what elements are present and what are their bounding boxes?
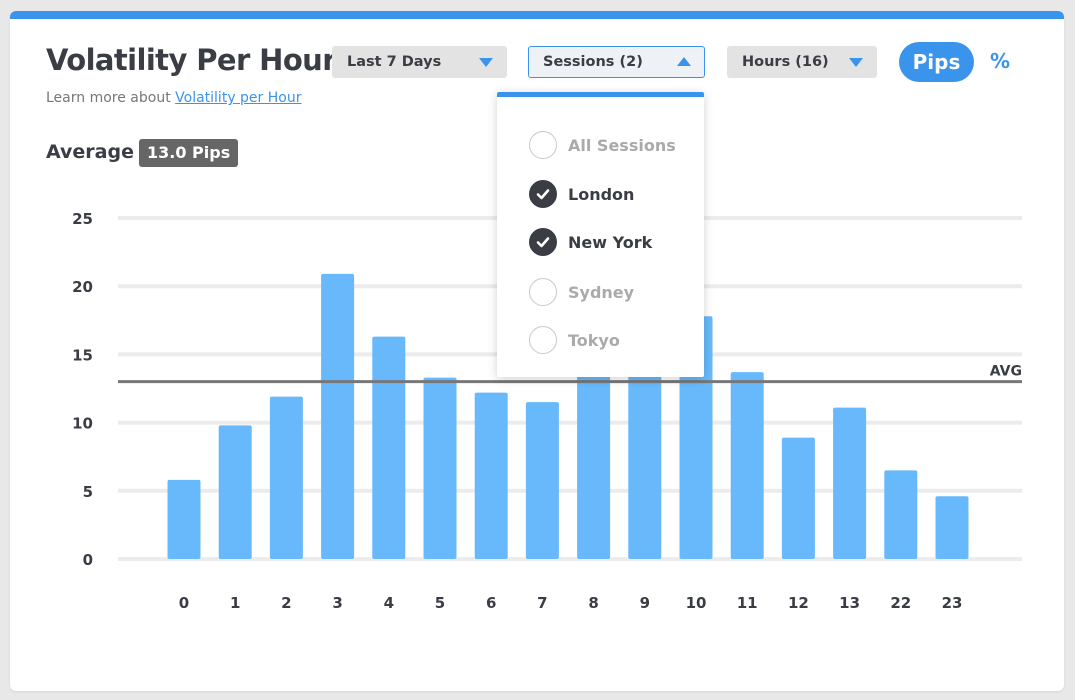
- x-tick-label: 9: [640, 594, 650, 612]
- bar-hour-12[interactable]: [781, 437, 815, 559]
- bar-hour-6[interactable]: [474, 392, 508, 559]
- sessions-menu: All Sessions London New York Sydney Tokyo: [497, 92, 704, 377]
- sessions-dropdown[interactable]: Sessions (2): [528, 46, 705, 78]
- x-tick-label: 2: [281, 594, 291, 612]
- y-tick-label: 10: [72, 415, 93, 433]
- session-option-sydney[interactable]: Sydney: [529, 277, 634, 307]
- radio-empty-icon: [529, 326, 557, 354]
- volatility-card: Volatility Per Hour Learn more about Vol…: [10, 11, 1064, 691]
- hours-dropdown-label: Hours (16): [742, 54, 829, 70]
- average-line-label: AVG: [990, 364, 1022, 380]
- bar-hour-5[interactable]: [423, 377, 457, 559]
- unit-pips-button[interactable]: Pips: [899, 42, 974, 82]
- bar-hour-2[interactable]: [269, 396, 303, 559]
- y-tick-label: 0: [83, 551, 93, 569]
- session-option-tokyo[interactable]: Tokyo: [529, 325, 620, 355]
- x-tick-label: 0: [179, 594, 189, 612]
- bar-hour-8[interactable]: [577, 374, 611, 559]
- chart-bars: [167, 273, 969, 559]
- x-tick-label: 1: [230, 594, 240, 612]
- y-tick-label: 25: [72, 210, 93, 228]
- checkmark-icon: [529, 228, 557, 256]
- radio-empty-icon: [529, 131, 557, 159]
- bar-hour-22[interactable]: [884, 470, 918, 559]
- bar-hour-11[interactable]: [730, 372, 764, 559]
- y-tick-label: 20: [72, 278, 93, 296]
- subtitle: Learn more about Volatility per Hour: [46, 90, 301, 106]
- session-option-label: London: [568, 184, 635, 204]
- period-dropdown[interactable]: Last 7 Days: [332, 46, 507, 78]
- bar-hour-3[interactable]: [321, 273, 355, 559]
- session-option-new-york[interactable]: New York: [529, 227, 652, 257]
- learn-more-link[interactable]: Volatility per Hour: [175, 90, 302, 106]
- x-tick-label: 7: [537, 594, 547, 612]
- x-tick-label: 10: [686, 594, 707, 612]
- x-tick-label: 3: [332, 594, 342, 612]
- chevron-up-icon: [677, 57, 691, 66]
- checkmark-icon: [529, 180, 557, 208]
- x-tick-label: 8: [588, 594, 598, 612]
- session-option-london[interactable]: London: [529, 179, 634, 209]
- session-option-label: New York: [568, 232, 653, 252]
- session-option-label: Sydney: [568, 282, 635, 302]
- x-tick-label: 13: [839, 594, 860, 612]
- x-tick-label: 5: [435, 594, 445, 612]
- x-tick-label: 11: [737, 594, 758, 612]
- bar-hour-7[interactable]: [525, 402, 559, 559]
- chevron-down-icon: [479, 58, 493, 67]
- average-label: Average: [46, 141, 134, 163]
- x-tick-label: 4: [384, 594, 394, 612]
- x-tick-label: 12: [788, 594, 809, 612]
- page-title: Volatility Per Hour: [46, 43, 337, 77]
- subtitle-text: Learn more about: [46, 90, 176, 106]
- bar-hour-1[interactable]: [218, 425, 252, 559]
- sessions-dropdown-label: Sessions (2): [543, 54, 643, 70]
- hours-dropdown[interactable]: Hours (16): [727, 46, 877, 78]
- session-option-all-sessions[interactable]: All Sessions: [529, 130, 676, 160]
- session-option-label: Tokyo: [568, 330, 620, 350]
- card-accent-bar: [10, 11, 1064, 19]
- radio-empty-icon: [529, 278, 557, 306]
- session-option-label: All Sessions: [568, 135, 676, 155]
- period-dropdown-label: Last 7 Days: [347, 54, 442, 70]
- x-tick-label: 22: [890, 594, 911, 612]
- bar-hour-23[interactable]: [935, 496, 969, 559]
- bar-hour-9[interactable]: [628, 374, 662, 559]
- bar-hour-4[interactable]: [372, 336, 406, 559]
- chart-average: AVG: [118, 364, 1022, 384]
- average-badge: 13.0 Pips: [139, 139, 239, 167]
- x-tick-label: 23: [942, 594, 963, 612]
- x-tick-label: 6: [486, 594, 496, 612]
- chevron-down-icon: [849, 58, 863, 67]
- bar-hour-13[interactable]: [833, 407, 867, 559]
- bar-hour-0[interactable]: [167, 479, 201, 559]
- y-tick-label: 5: [83, 483, 93, 501]
- y-tick-label: 15: [72, 346, 93, 364]
- unit-percent-button[interactable]: %: [990, 49, 1011, 73]
